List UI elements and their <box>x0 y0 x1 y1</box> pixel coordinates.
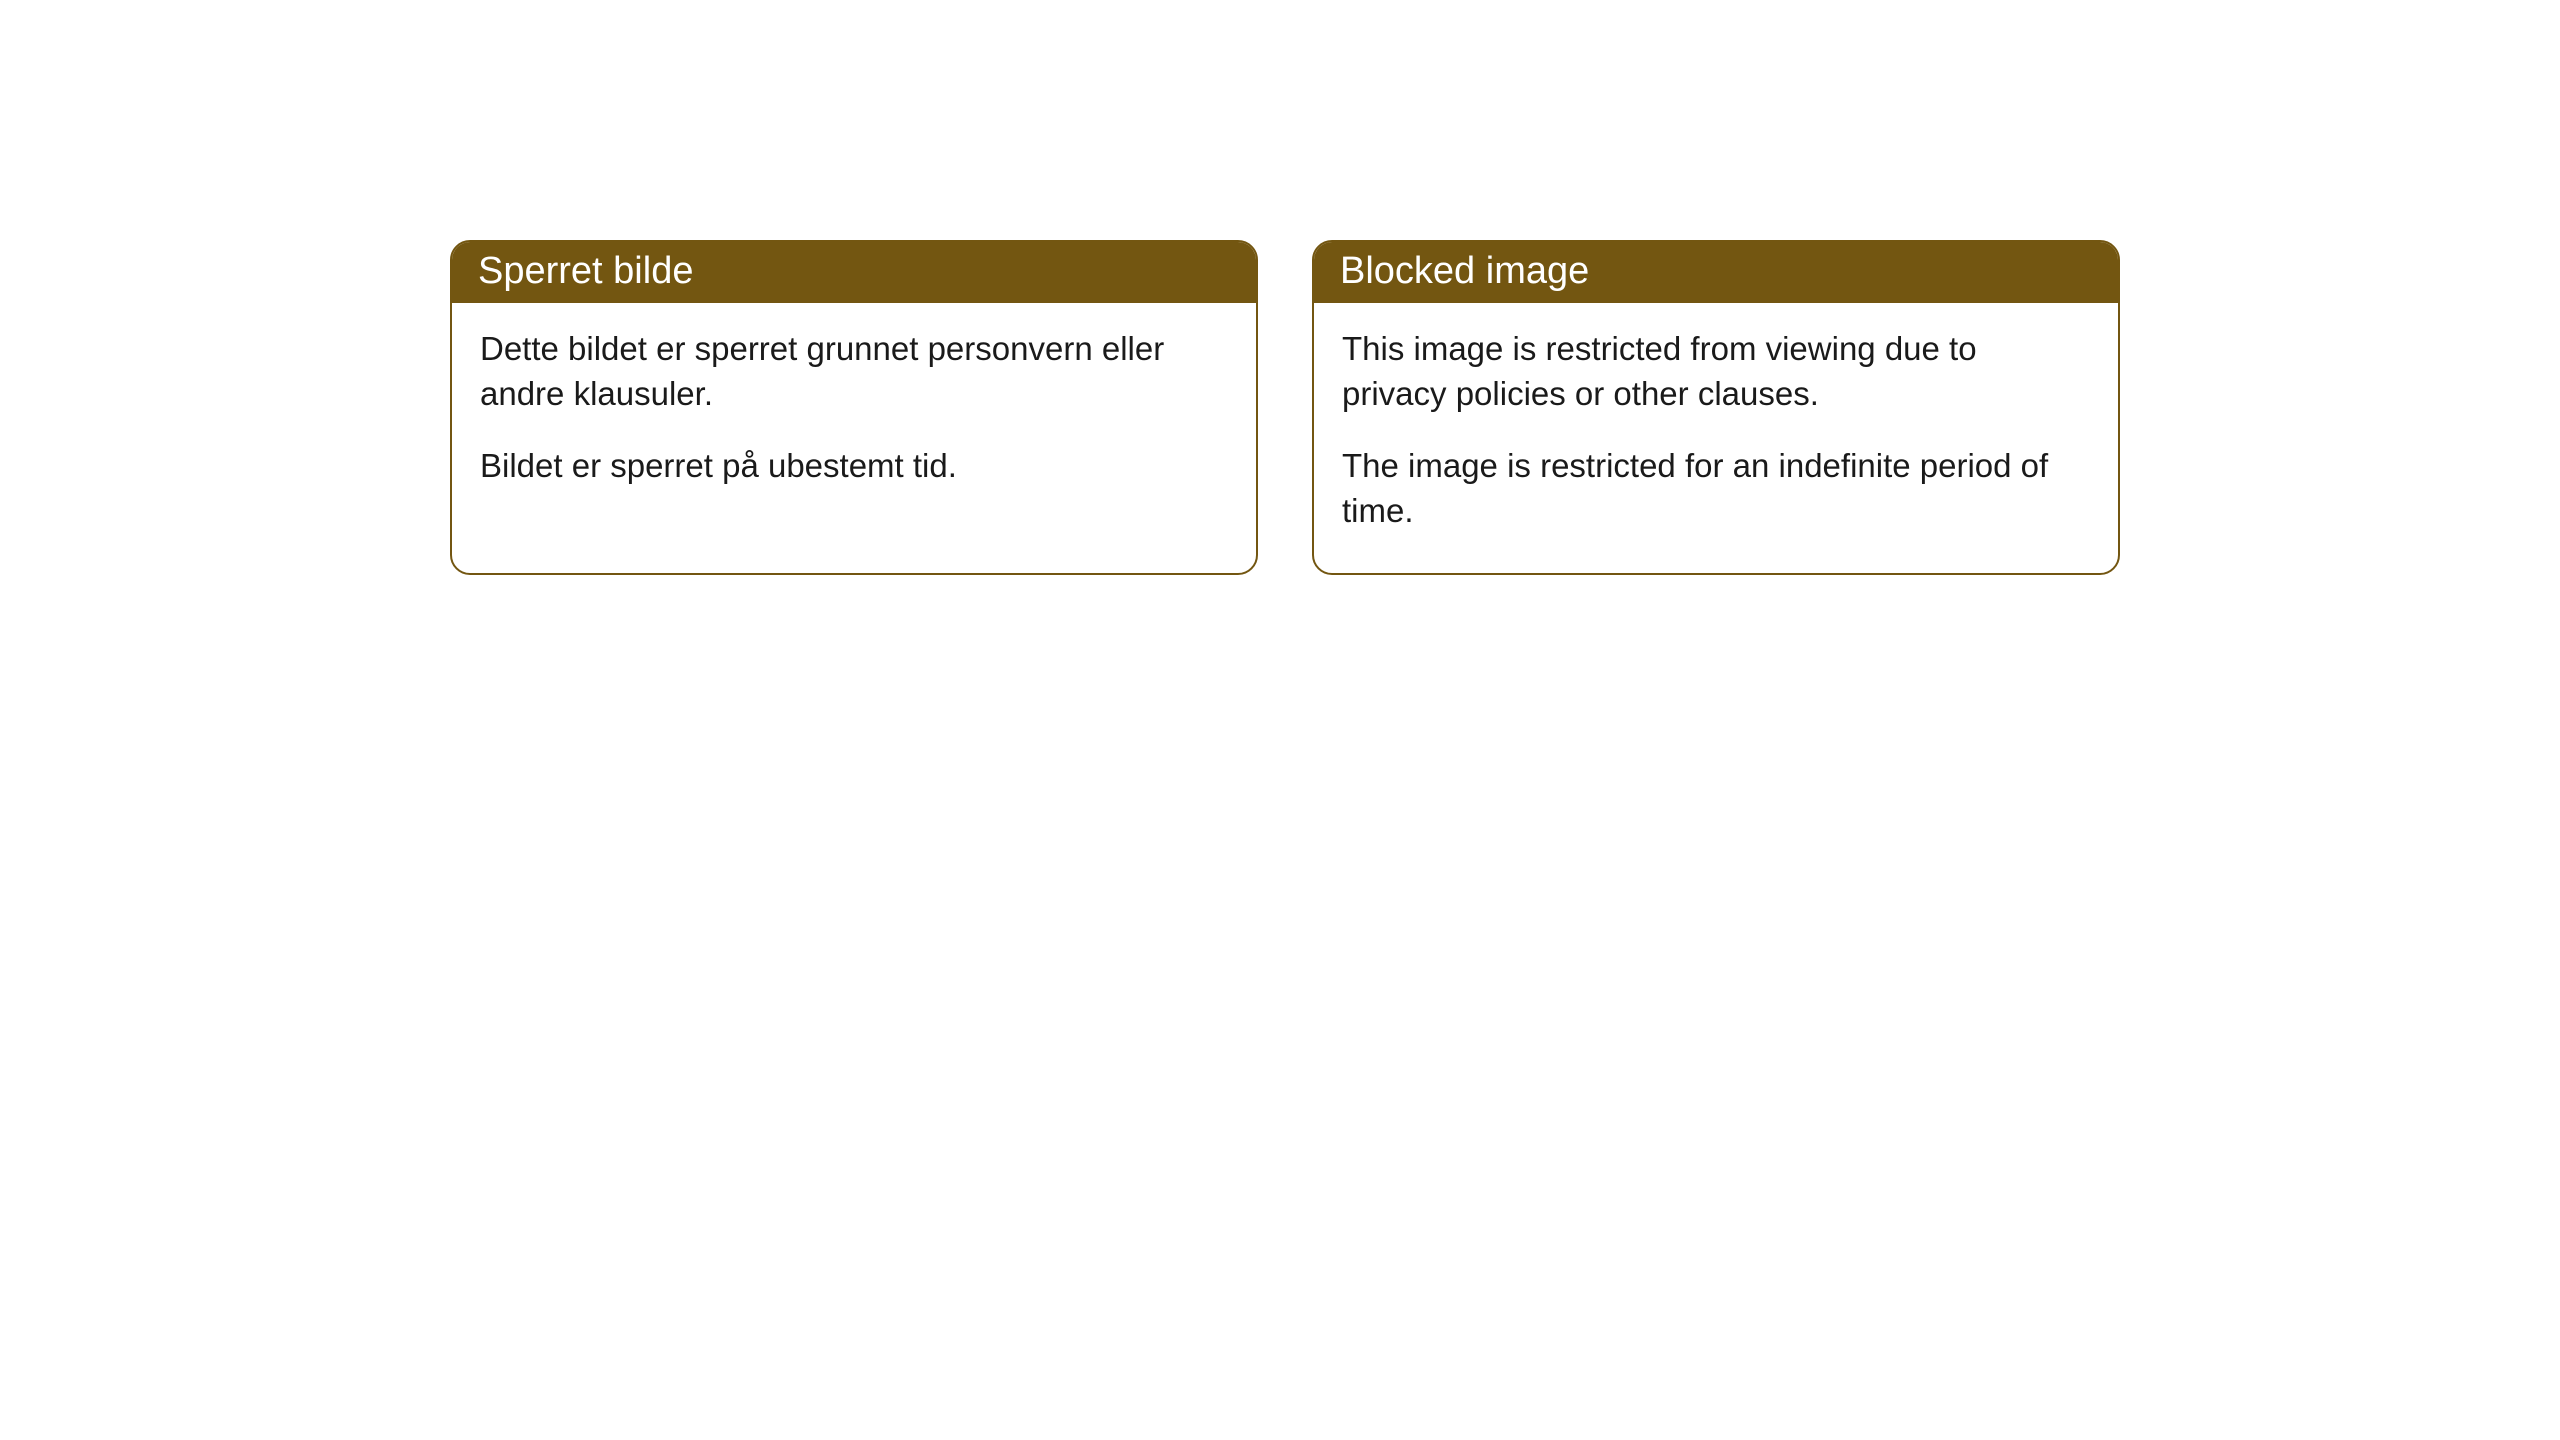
blocked-image-card-english: Blocked image This image is restricted f… <box>1312 240 2120 575</box>
card-body-norwegian: Dette bildet er sperret grunnet personve… <box>452 303 1256 529</box>
card-header-english: Blocked image <box>1314 242 2118 303</box>
card-header-norwegian: Sperret bilde <box>452 242 1256 303</box>
card-text-english-2: The image is restricted for an indefinit… <box>1342 444 2090 533</box>
blocked-image-card-norwegian: Sperret bilde Dette bildet er sperret gr… <box>450 240 1258 575</box>
card-text-norwegian-2: Bildet er sperret på ubestemt tid. <box>480 444 1228 489</box>
card-text-english-1: This image is restricted from viewing du… <box>1342 327 2090 416</box>
card-text-norwegian-1: Dette bildet er sperret grunnet personve… <box>480 327 1228 416</box>
card-body-english: This image is restricted from viewing du… <box>1314 303 2118 573</box>
cards-container: Sperret bilde Dette bildet er sperret gr… <box>0 0 2560 575</box>
